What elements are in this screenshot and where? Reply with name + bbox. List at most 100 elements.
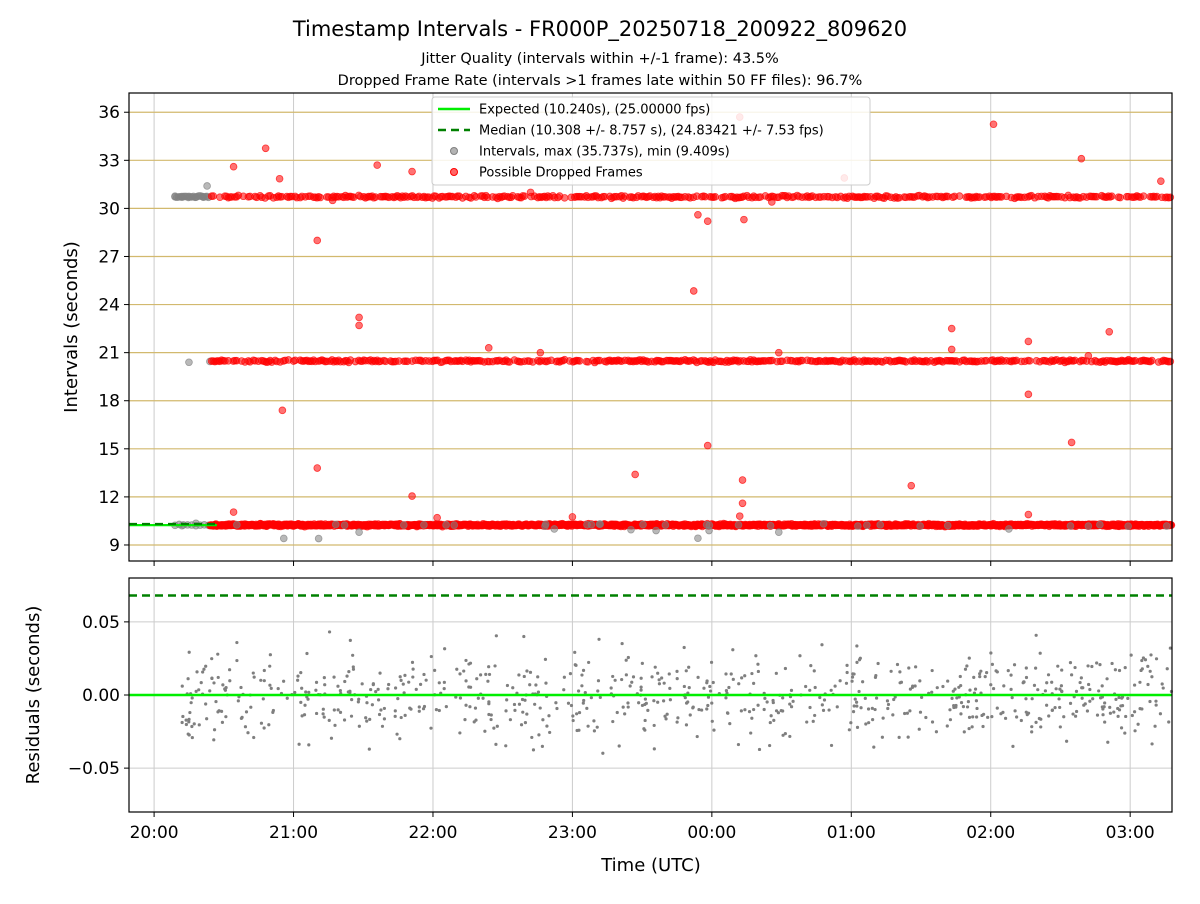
- residual-point: [639, 676, 643, 680]
- residual-point: [646, 708, 650, 712]
- residual-point: [422, 672, 426, 677]
- residual-point: [917, 727, 921, 731]
- residual-point: [845, 670, 849, 675]
- residual-point: [370, 703, 374, 707]
- residual-point: [262, 668, 266, 673]
- legend-intervals-label: Intervals, max (35.737s), min (9.409s): [479, 145, 730, 160]
- bottom-lines: [129, 594, 1172, 697]
- residual-point: [1090, 664, 1094, 669]
- residual-point: [204, 702, 208, 706]
- residual-point: [528, 683, 532, 687]
- residual-point: [589, 696, 593, 700]
- residual-point: [598, 695, 602, 700]
- residual-point: [691, 706, 695, 710]
- residual-point: [302, 713, 307, 717]
- residual-point: [307, 743, 311, 747]
- residual-point: [386, 687, 390, 691]
- chart-title: Timestamp Intervals - FR000P_20250718_20…: [292, 17, 907, 42]
- residual-point: [505, 698, 509, 702]
- residual-point: [822, 698, 827, 702]
- dropped-frame-point: [738, 499, 747, 508]
- residual-point: [418, 682, 423, 686]
- residual-point: [914, 665, 918, 669]
- residual-point: [382, 717, 387, 721]
- interval-point: [450, 521, 459, 529]
- residual-point: [197, 723, 201, 727]
- residual-point: [652, 747, 656, 751]
- residual-point: [380, 724, 385, 728]
- dropped-frame-point: [313, 464, 322, 472]
- dropped-frame-point: [526, 188, 535, 197]
- residual-point: [908, 687, 913, 691]
- dropped-frame-point: [774, 348, 783, 357]
- interval-point: [355, 528, 363, 536]
- bottom-y-ticks: −0.05 0.00 0.05: [68, 613, 129, 779]
- residual-point: [483, 729, 487, 733]
- residual-point: [398, 737, 402, 741]
- residual-point: [1047, 714, 1051, 718]
- residual-point: [376, 687, 380, 691]
- residual-point: [327, 718, 331, 722]
- residual-point: [596, 679, 601, 683]
- residual-point: [214, 699, 218, 704]
- residual-point: [620, 677, 624, 682]
- residual-point: [1150, 742, 1154, 746]
- residual-point: [338, 689, 342, 693]
- dropped-frame-point: [947, 345, 956, 354]
- residual-point: [851, 710, 856, 714]
- top-ytick-label-9: 36: [98, 103, 120, 123]
- dropped-frame-point: [1067, 438, 1076, 447]
- residual-point: [1154, 699, 1158, 703]
- residual-point: [974, 699, 979, 703]
- residual-point: [346, 690, 350, 694]
- residual-point: [1091, 697, 1095, 701]
- residual-point: [401, 682, 405, 686]
- residual-point: [369, 687, 373, 692]
- residual-point: [892, 697, 896, 702]
- residual-point: [487, 665, 491, 669]
- residual-point: [613, 678, 617, 682]
- residual-point: [791, 699, 795, 703]
- interval-point: [661, 521, 670, 529]
- residual-point: [548, 730, 552, 735]
- residual-point: [268, 683, 272, 687]
- residual-point: [458, 731, 462, 735]
- dropped-frame-point: [433, 513, 441, 522]
- residual-point: [512, 702, 517, 707]
- residual-point: [192, 722, 196, 726]
- residual-point: [348, 638, 352, 642]
- residual-point: [243, 725, 248, 729]
- residual-point: [687, 686, 691, 690]
- residual-point: [1030, 697, 1034, 701]
- interval-point: [863, 521, 871, 529]
- residual-point: [995, 670, 999, 674]
- residual-point: [1001, 710, 1005, 714]
- residual-point: [675, 720, 679, 724]
- residual-point: [411, 675, 415, 679]
- residual-point: [343, 679, 347, 684]
- x-axis-label: Time (UTC): [600, 855, 701, 876]
- residual-point: [190, 735, 194, 740]
- residual-point: [521, 710, 525, 714]
- residual-point: [1126, 696, 1130, 700]
- residual-point: [421, 707, 426, 711]
- interval-point: [627, 525, 635, 534]
- bottom-ytick-label-2: 0.05: [82, 613, 120, 633]
- residual-point: [911, 684, 915, 688]
- residual-point: [410, 660, 415, 664]
- residual-point: [1088, 699, 1092, 703]
- dropped-frame-point: [947, 324, 956, 333]
- residual-point: [1123, 666, 1127, 670]
- residual-point: [424, 678, 428, 682]
- residual-point: [299, 671, 303, 675]
- residual-point: [525, 669, 529, 673]
- residual-point: [1073, 714, 1078, 718]
- residual-point: [1110, 661, 1114, 666]
- residual-point: [513, 708, 517, 712]
- interval-point: [314, 534, 323, 543]
- residual-point: [210, 676, 214, 681]
- residual-point: [458, 672, 462, 676]
- residual-point: [971, 715, 975, 719]
- residual-point: [1036, 688, 1040, 692]
- residual-point: [1114, 697, 1118, 701]
